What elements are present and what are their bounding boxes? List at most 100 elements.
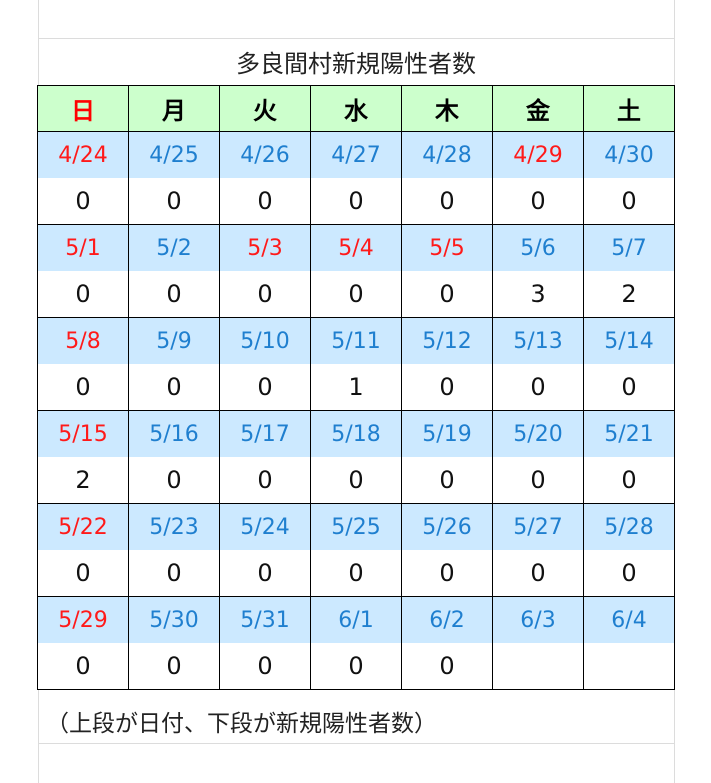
count-cell[interactable]: 0 (401, 271, 493, 318)
count-cell[interactable]: 0 (219, 457, 311, 504)
count-cell[interactable]: 0 (492, 550, 584, 597)
date-cell[interactable]: 4/29 (492, 131, 584, 178)
date-cell[interactable]: 5/22 (37, 503, 129, 550)
date-cell[interactable]: 5/10 (219, 317, 311, 364)
date-cell[interactable]: 5/1 (37, 224, 129, 271)
date-cell[interactable]: 4/27 (310, 131, 402, 178)
date-cell[interactable]: 5/23 (128, 503, 220, 550)
count-cell[interactable]: 0 (401, 550, 493, 597)
date-row: 5/15 5/16 5/17 5/18 5/19 5/20 5/21 (37, 410, 675, 457)
count-cell[interactable]: 0 (583, 364, 675, 411)
count-cell[interactable]: 0 (583, 550, 675, 597)
count-cell[interactable]: 0 (310, 643, 402, 690)
date-cell[interactable]: 5/14 (583, 317, 675, 364)
count-cell[interactable]: 0 (310, 178, 402, 225)
count-cell[interactable]: 0 (310, 271, 402, 318)
count-cell[interactable]: 0 (492, 364, 584, 411)
count-cell[interactable]: 1 (310, 364, 402, 411)
date-cell[interactable]: 5/21 (583, 410, 675, 457)
count-cell[interactable]: 0 (219, 364, 311, 411)
date-cell[interactable]: 5/8 (37, 317, 129, 364)
date-cell[interactable]: 5/15 (37, 410, 129, 457)
date-row: 5/22 5/23 5/24 5/25 5/26 5/27 5/28 (37, 503, 675, 550)
count-cell[interactable]: 0 (219, 271, 311, 318)
gridline (38, 38, 674, 39)
count-cell[interactable]: 0 (128, 178, 220, 225)
count-cell[interactable]: 0 (310, 457, 402, 504)
date-cell[interactable]: 5/16 (128, 410, 220, 457)
count-cell[interactable] (492, 643, 584, 690)
date-cell[interactable]: 5/3 (219, 224, 311, 271)
date-cell[interactable]: 5/11 (310, 317, 402, 364)
date-cell[interactable]: 5/27 (492, 503, 584, 550)
count-cell[interactable]: 0 (37, 271, 129, 318)
date-cell[interactable]: 5/19 (401, 410, 493, 457)
date-cell[interactable]: 4/24 (37, 131, 129, 178)
date-cell[interactable]: 5/4 (310, 224, 402, 271)
date-cell[interactable]: 6/4 (583, 596, 675, 643)
date-cell[interactable]: 5/7 (583, 224, 675, 271)
count-cell[interactable]: 0 (128, 457, 220, 504)
count-cell[interactable]: 0 (219, 643, 311, 690)
count-cell[interactable]: 0 (128, 643, 220, 690)
date-cell[interactable]: 6/1 (310, 596, 402, 643)
count-cell[interactable]: 0 (37, 643, 129, 690)
date-cell[interactable]: 5/12 (401, 317, 493, 364)
count-cell[interactable]: 0 (37, 178, 129, 225)
date-cell[interactable]: 5/28 (583, 503, 675, 550)
date-cell[interactable]: 6/2 (401, 596, 493, 643)
date-cell[interactable]: 6/3 (492, 596, 584, 643)
date-cell[interactable]: 5/17 (219, 410, 311, 457)
date-cell[interactable]: 5/5 (401, 224, 493, 271)
count-cell[interactable]: 0 (128, 271, 220, 318)
count-cell[interactable]: 0 (401, 457, 493, 504)
weekday-header: 水 (310, 85, 402, 132)
count-cell[interactable]: 0 (583, 178, 675, 225)
count-cell[interactable]: 0 (492, 178, 584, 225)
count-cell[interactable]: 0 (128, 550, 220, 597)
weekday-header-row: 日月火水木金土 (37, 85, 675, 132)
count-cell[interactable] (583, 643, 675, 690)
gridline (674, 0, 675, 783)
count-cell[interactable]: 0 (37, 364, 129, 411)
count-cell[interactable]: 3 (492, 271, 584, 318)
date-cell[interactable]: 5/18 (310, 410, 402, 457)
date-cell[interactable]: 4/26 (219, 131, 311, 178)
count-cell[interactable]: 0 (401, 643, 493, 690)
date-cell[interactable]: 5/6 (492, 224, 584, 271)
date-cell[interactable]: 5/13 (492, 317, 584, 364)
date-cell[interactable]: 5/24 (219, 503, 311, 550)
count-cell[interactable]: 0 (128, 364, 220, 411)
count-cell[interactable]: 0 (219, 178, 311, 225)
date-cell[interactable]: 4/30 (583, 131, 675, 178)
calendar-table: 日月火水木金土 4/24 4/25 4/26 4/27 4/28 4/29 4/30 0 0 0 0… (37, 85, 675, 690)
date-row: 5/8 5/9 5/10 5/11 5/12 5/13 5/14 (37, 317, 675, 364)
count-cell[interactable]: 2 (37, 457, 129, 504)
count-cell[interactable]: 0 (401, 364, 493, 411)
date-cell[interactable]: 5/26 (401, 503, 493, 550)
count-cell[interactable]: 0 (37, 550, 129, 597)
date-cell[interactable]: 5/20 (492, 410, 584, 457)
date-cell[interactable]: 5/30 (128, 596, 220, 643)
date-cell[interactable]: 4/25 (128, 131, 220, 178)
count-cell[interactable]: 0 (219, 550, 311, 597)
date-row: 4/24 4/25 4/26 4/27 4/28 4/29 4/30 (37, 131, 675, 178)
date-cell[interactable]: 5/29 (37, 596, 129, 643)
weekday-header: 木 (401, 85, 493, 132)
count-cell[interactable]: 0 (583, 457, 675, 504)
count-cell[interactable]: 0 (401, 178, 493, 225)
count-cell[interactable]: 2 (583, 271, 675, 318)
count-cell[interactable]: 0 (310, 550, 402, 597)
date-cell[interactable]: 5/2 (128, 224, 220, 271)
date-row: 5/29 5/30 5/31 6/1 6/2 6/3 6/4 (37, 596, 675, 643)
date-cell[interactable]: 5/31 (219, 596, 311, 643)
date-cell[interactable]: 5/25 (310, 503, 402, 550)
date-cell[interactable]: 4/28 (401, 131, 493, 178)
count-cell[interactable]: 0 (492, 457, 584, 504)
date-cell[interactable]: 5/9 (128, 317, 220, 364)
